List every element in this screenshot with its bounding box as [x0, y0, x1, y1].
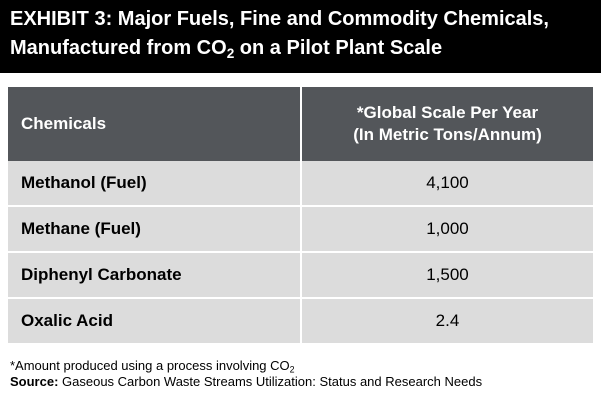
header-global-scale: *Global Scale Per Year (In Metric Tons/A…	[300, 87, 593, 161]
source-label: Source:	[10, 374, 59, 389]
chemicals-table: Chemicals *Global Scale Per Year (In Met…	[8, 87, 593, 343]
footnote: *Amount produced using a process involvi…	[10, 358, 482, 374]
footnote-subscript: 2	[289, 364, 295, 375]
chemical-name: Oxalic Acid	[8, 297, 301, 343]
table-row: Methane (Fuel) 1,000	[8, 205, 593, 252]
header-chemicals: Chemicals	[8, 87, 301, 161]
chemical-name: Methanol (Fuel)	[8, 161, 301, 206]
table-row: Methanol (Fuel) 4,100	[8, 161, 593, 206]
source-text: Gaseous Carbon Waste Streams Utilization…	[58, 374, 483, 389]
exhibit-title-line-1: EXHIBIT 3: Major Fuels, Fine and Commodi…	[10, 8, 549, 30]
chemical-scale-value: 2.4	[300, 297, 593, 343]
exhibit-title-subscript: 2	[226, 46, 235, 62]
table-row: Diphenyl Carbonate 1,500	[8, 251, 593, 298]
exhibit-title-line-2-end: on a Pilot Plant Scale	[234, 37, 443, 59]
exhibit-title: EXHIBIT 3: Major Fuels, Fine and Commodi…	[0, 0, 601, 73]
footer-notes: *Amount produced using a process involvi…	[10, 358, 482, 390]
chemical-scale-value: 1,500	[300, 251, 593, 298]
chemical-scale-value: 1,000	[300, 205, 593, 252]
header-global-scale-line-1: *Global Scale Per Year	[356, 103, 539, 122]
exhibit-title-line-2: Manufactured from CO2 on a Pilot Plant S…	[10, 34, 591, 63]
table-header-row: Chemicals *Global Scale Per Year (In Met…	[8, 87, 593, 161]
header-global-scale-line-2: (In Metric Tons/Annum)	[353, 125, 542, 144]
exhibit-title-line-2-start: Manufactured from CO	[10, 37, 227, 59]
table-row: Oxalic Acid 2.4	[8, 297, 593, 343]
chemical-scale-value: 4,100	[300, 161, 593, 206]
chemical-name: Methane (Fuel)	[8, 205, 301, 252]
source-note: Source: Gaseous Carbon Waste Streams Uti…	[10, 374, 482, 390]
footnote-text: *Amount produced using a process involvi…	[10, 358, 290, 373]
chemical-name: Diphenyl Carbonate	[8, 251, 301, 298]
